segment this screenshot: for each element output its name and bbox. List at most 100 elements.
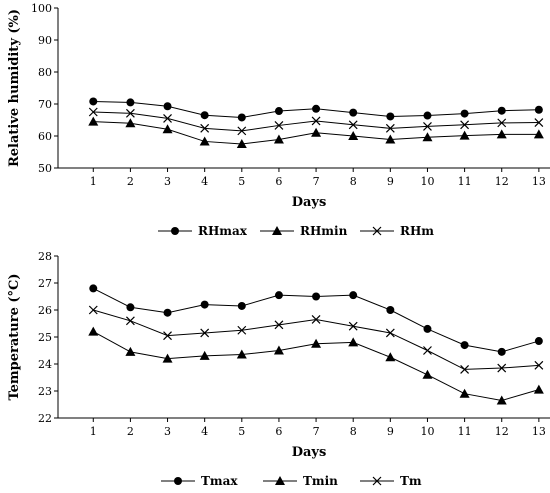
data-point-triangle xyxy=(459,130,470,140)
y-tick-label: 25 xyxy=(38,331,52,344)
data-point-x xyxy=(497,363,507,373)
y-tick-label: 100 xyxy=(31,2,52,15)
data-point-triangle xyxy=(496,129,507,139)
data-point-triangle xyxy=(236,139,247,148)
data-point-circle xyxy=(237,113,246,122)
legend-marker-triangle xyxy=(272,226,282,235)
data-point-x xyxy=(125,316,135,326)
data-point-triangle xyxy=(125,346,136,356)
data-point-triangle xyxy=(88,116,99,126)
data-point-triangle xyxy=(533,129,544,139)
legend-item: RHmin xyxy=(260,224,348,238)
data-point-x xyxy=(460,120,470,130)
data-point-circle xyxy=(534,337,543,346)
legend-marker-circle xyxy=(171,227,179,235)
data-point-x xyxy=(534,360,544,370)
data-point-triangle xyxy=(533,384,544,394)
data-point-circle xyxy=(163,308,172,317)
x-tick-label: 11 xyxy=(458,175,472,188)
data-point-x xyxy=(88,107,98,117)
y-tick-label: 24 xyxy=(38,358,52,371)
data-point-circle xyxy=(126,98,135,107)
legend-item: Tmin xyxy=(263,474,338,488)
legend-marker-x xyxy=(372,226,382,236)
data-point-triangle xyxy=(422,132,433,142)
data-point-circle xyxy=(460,341,469,350)
x-tick-label: 10 xyxy=(420,175,434,188)
data-point-circle xyxy=(237,301,246,310)
x-tick-label: 10 xyxy=(420,425,434,438)
data-point-triangle xyxy=(162,124,173,134)
data-point-circle xyxy=(89,97,98,106)
x-tick-label: 4 xyxy=(201,175,208,188)
series-RHmax xyxy=(89,97,543,122)
y-tick-label: 80 xyxy=(38,66,52,79)
data-point-triangle xyxy=(348,337,359,347)
series-Tm xyxy=(88,305,544,374)
x-tick-label: 7 xyxy=(313,175,320,188)
data-point-x xyxy=(274,320,284,330)
data-point-triangle xyxy=(125,118,136,128)
y-tick-label: 22 xyxy=(38,412,52,425)
data-point-x xyxy=(423,121,432,131)
data-point-x xyxy=(311,116,321,126)
data-point-triangle xyxy=(162,353,173,363)
data-point-circle xyxy=(200,111,209,120)
data-point-x xyxy=(274,121,284,130)
data-point-triangle xyxy=(496,395,507,405)
x-tick-label: 13 xyxy=(532,175,546,188)
data-point-triangle xyxy=(459,388,470,398)
data-point-x xyxy=(163,331,172,341)
x-tick-label: 9 xyxy=(387,175,394,188)
data-point-x xyxy=(88,305,98,315)
y-tick-label: 26 xyxy=(38,304,52,317)
data-point-triangle xyxy=(311,338,322,348)
y-tick-label: 90 xyxy=(38,34,52,47)
x-tick-label: 3 xyxy=(164,425,171,438)
data-point-circle xyxy=(312,292,321,301)
x-tick-label: 13 xyxy=(532,425,546,438)
data-point-x xyxy=(497,118,507,128)
data-point-circle xyxy=(460,109,469,118)
y-tick-label: 60 xyxy=(38,130,52,143)
x-tick-label: 11 xyxy=(458,425,472,438)
legend-marker-triangle xyxy=(275,476,285,485)
data-point-x xyxy=(348,120,358,130)
y-axis-title: Relative humidity (%) xyxy=(7,9,22,167)
data-point-triangle xyxy=(88,326,99,336)
data-point-triangle xyxy=(273,345,284,355)
data-point-x xyxy=(534,118,544,127)
data-point-x xyxy=(200,328,210,338)
data-point-triangle xyxy=(199,350,210,360)
legend-item: RHmax xyxy=(158,224,248,238)
x-tick-label: 6 xyxy=(275,425,282,438)
data-point-x xyxy=(125,108,135,118)
legend-label: RHm xyxy=(400,224,434,238)
x-tick-label: 3 xyxy=(164,175,171,188)
data-point-circle xyxy=(312,104,321,113)
legend-marker-x xyxy=(372,476,382,486)
y-tick-label: 70 xyxy=(38,98,52,111)
x-tick-label: 1 xyxy=(90,175,97,188)
x-tick-label: 6 xyxy=(275,175,282,188)
series-Tmin xyxy=(88,326,544,405)
data-point-circle xyxy=(497,106,506,115)
data-point-triangle xyxy=(236,349,247,359)
legend-item: RHm xyxy=(360,224,434,238)
legend-label: RHmax xyxy=(198,224,248,238)
data-point-circle xyxy=(534,105,543,114)
y-tick-label: 28 xyxy=(38,250,52,263)
x-tick-label: 2 xyxy=(127,425,134,438)
legend-marker-circle xyxy=(174,477,182,485)
data-point-x xyxy=(385,328,395,338)
data-point-x xyxy=(460,364,470,374)
data-point-circle xyxy=(89,284,98,293)
x-tick-label: 5 xyxy=(238,175,245,188)
legend-label: Tmin xyxy=(303,474,338,488)
x-axis-title: Days xyxy=(292,445,327,460)
data-point-circle xyxy=(200,300,209,309)
data-point-x xyxy=(423,346,432,355)
y-tick-label: 23 xyxy=(38,385,52,398)
